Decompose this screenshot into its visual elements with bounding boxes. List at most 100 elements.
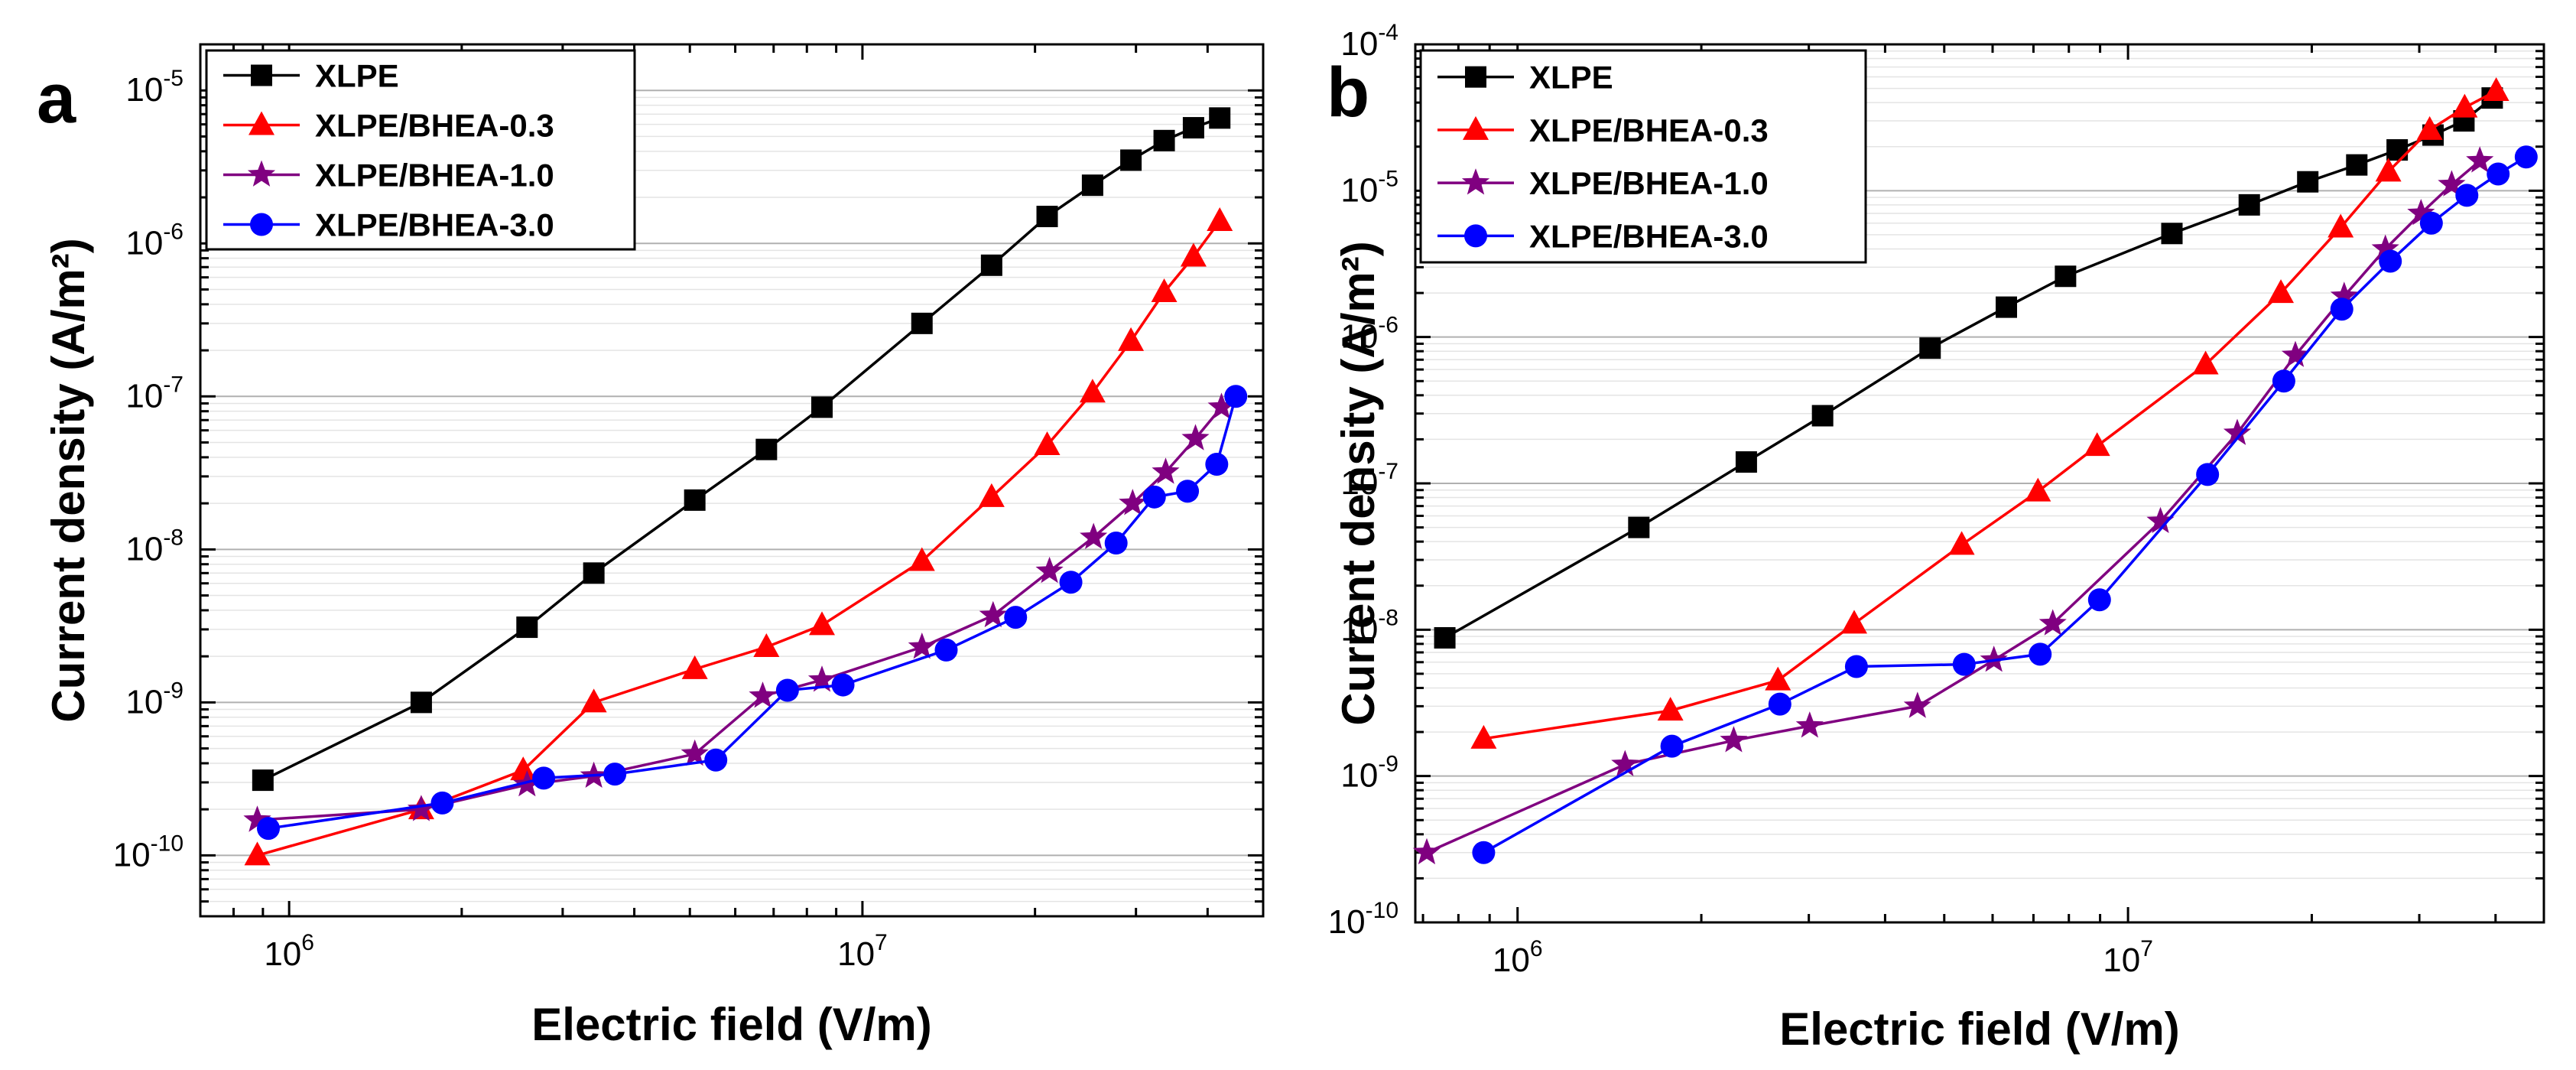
data-point xyxy=(2371,234,2399,261)
legend-entry: XLPE xyxy=(223,58,399,94)
data-point xyxy=(2330,298,2353,321)
data-point xyxy=(811,396,833,418)
x-tick-base: 10 xyxy=(837,935,875,973)
data-point xyxy=(532,766,556,790)
legend-label: XLPE/BHEA-0.3 xyxy=(1529,112,1769,148)
x-tick-exponent: 7 xyxy=(2140,936,2153,961)
data-point xyxy=(2346,154,2368,176)
y-tick-base: 10 xyxy=(125,224,163,262)
legend-entry: XLPE/BHEA-3.0 xyxy=(223,207,554,243)
data-point xyxy=(1081,174,1103,197)
legend-label: XLPE/BHEA-3.0 xyxy=(1529,218,1769,254)
y-tick-exponent: -6 xyxy=(1378,313,1398,338)
data-point xyxy=(1035,556,1064,584)
data-point xyxy=(2416,115,2443,140)
data-point xyxy=(775,678,799,702)
data-point xyxy=(1472,841,1496,864)
legend-marker xyxy=(1463,115,1489,140)
y-tick-label: 10-9 xyxy=(1340,752,1398,795)
y-tick-base: 10 xyxy=(1340,25,1378,63)
legend: XLPE XLPE/BHEA-0.3 XLPE/BHEA-1.0 XLPE/BHEA-… xyxy=(1419,49,1867,264)
data-point xyxy=(2087,588,2111,612)
data-point xyxy=(704,748,728,772)
x-tick-label: 106 xyxy=(1493,936,1543,979)
x-tick-exponent: 7 xyxy=(875,930,888,955)
series-xlpe-bhea-1-0 xyxy=(243,392,1236,832)
y-tick-base: 10 xyxy=(1340,757,1378,795)
data-point xyxy=(2419,211,2443,235)
y-tick-exponent: -7 xyxy=(1378,459,1398,484)
y-axis-title: Current density (A/m²) xyxy=(43,238,94,722)
data-point xyxy=(2029,642,2052,666)
data-point xyxy=(979,600,1007,628)
data-point xyxy=(580,688,607,713)
data-point xyxy=(749,681,777,708)
data-point xyxy=(2055,265,2077,288)
data-point xyxy=(2038,609,2067,636)
data-point xyxy=(1205,453,1229,476)
data-point xyxy=(1180,242,1207,267)
data-point xyxy=(1840,610,1867,634)
legend-label: XLPE xyxy=(315,58,399,94)
data-point xyxy=(1903,691,1931,718)
data-point xyxy=(1080,522,1108,549)
data-point xyxy=(2407,199,2435,226)
data-point xyxy=(1004,606,1028,629)
x-axis-title: Electric field (V/m) xyxy=(1779,1003,2179,1055)
data-point xyxy=(2025,477,2051,502)
data-point xyxy=(256,817,280,841)
gridlines xyxy=(1415,50,2544,880)
data-point xyxy=(1952,652,1976,676)
y-tick-base: 10 xyxy=(1340,464,1378,502)
y-tick-label: 10-8 xyxy=(1340,605,1398,648)
data-point xyxy=(1207,392,1236,419)
data-point xyxy=(911,312,933,334)
data-point xyxy=(2327,213,2354,238)
y-tick-label: 10-6 xyxy=(125,219,184,262)
legend-entry: XLPE/BHEA-0.3 xyxy=(1437,112,1769,148)
data-point xyxy=(2379,249,2402,273)
data-point xyxy=(1104,532,1128,555)
legend-entry: XLPE/BHEA-1.0 xyxy=(223,158,554,194)
data-point xyxy=(1660,734,1684,758)
data-point xyxy=(1720,726,1748,753)
data-point xyxy=(831,673,855,697)
data-point xyxy=(252,769,274,792)
data-point xyxy=(1768,692,1792,716)
data-point xyxy=(1207,207,1233,232)
legend-marker xyxy=(1465,66,1486,88)
data-point xyxy=(908,633,936,659)
x-tick-label: 106 xyxy=(264,930,314,973)
tick-marks xyxy=(1415,43,2544,924)
data-point xyxy=(2196,463,2220,486)
legend-label: XLPE/BHEA-1.0 xyxy=(315,158,554,194)
y-tick-base: 10 xyxy=(1328,903,1366,941)
legend-marker xyxy=(1464,224,1487,248)
legend-label: XLPE/BHEA-3.0 xyxy=(315,207,554,243)
y-tick-exponent: -7 xyxy=(163,372,184,397)
series-xlpe xyxy=(252,107,1231,792)
gridlines xyxy=(200,89,1263,903)
data-point xyxy=(516,616,538,639)
data-point xyxy=(1996,296,2018,318)
legend-label: XLPE/BHEA-0.3 xyxy=(315,108,554,144)
data-point xyxy=(2455,184,2479,207)
y-tick-base: 10 xyxy=(113,836,151,873)
legend-label: XLPE xyxy=(1529,60,1613,96)
series-xlpe-bhea-3-0 xyxy=(1472,145,2538,864)
data-point xyxy=(2466,146,2494,173)
data-point xyxy=(2192,350,2219,375)
y-tick-label: 10-10 xyxy=(1328,898,1398,941)
data-point xyxy=(2161,223,2183,245)
data-point xyxy=(1036,206,1058,228)
y-tick-exponent: -6 xyxy=(163,219,184,244)
panel-letter: b xyxy=(1327,54,1369,132)
data-point xyxy=(583,562,605,584)
data-point xyxy=(2386,138,2409,161)
y-tick-exponent: -9 xyxy=(163,678,184,703)
data-point xyxy=(2514,145,2538,169)
y-tick-exponent: -8 xyxy=(163,525,184,550)
legend-entry: XLPE/BHEA-3.0 xyxy=(1437,218,1769,254)
